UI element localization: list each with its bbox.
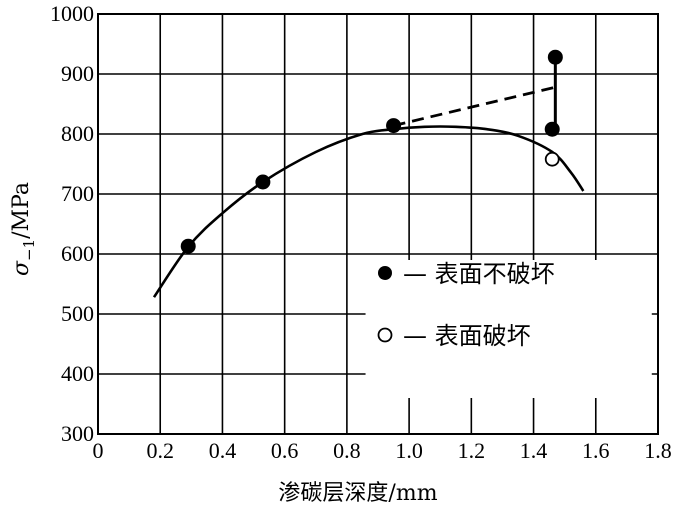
plot-frame: [97, 13, 659, 435]
y-tick-label: 900: [61, 61, 94, 86]
x-tick-label: 1.0: [395, 438, 423, 463]
y-axis-symbol: σ: [9, 260, 34, 276]
data-point-filled: [547, 49, 563, 65]
x-axis-ticks: 0 0.2 0.4 0.6 0.8 1.0 1.2 1.4 1.6 1.8: [93, 438, 672, 463]
y-tick-label: 700: [61, 181, 94, 206]
x-tick-label: 0.2: [146, 438, 174, 463]
legend-label-filled: — 表面不破坏: [403, 260, 555, 288]
legend-marker-filled: [378, 266, 392, 280]
dashed-extension-line: [393, 85, 556, 127]
y-tick-label: 500: [61, 301, 94, 326]
y-tick-label: 600: [61, 241, 94, 266]
x-axis-title: 渗碳层深度/mm: [278, 481, 437, 506]
legend-background: [365, 260, 652, 398]
data-points: [180, 49, 563, 254]
fitted-curve: [152, 125, 585, 298]
y-tick-label: 800: [61, 121, 94, 146]
data-point-open: [544, 151, 560, 167]
x-tick-label: 1.2: [458, 438, 486, 463]
y-axis-title: σ−1/MPa: [9, 182, 38, 276]
legend-label-open: — 表面破坏: [403, 322, 531, 350]
y-axis-ticks: 300 400 500 600 700 800 900 1000: [50, 1, 94, 446]
x-tick-label: 0: [93, 438, 104, 463]
y-tick-label: 1000: [50, 1, 94, 26]
x-tick-label: 0.6: [271, 438, 299, 463]
x-tick-label: 1.4: [520, 438, 548, 463]
x-tick-label: 0.8: [333, 438, 361, 463]
data-point-filled: [386, 118, 402, 134]
y-tick-label: 300: [61, 421, 94, 446]
legend-marker-open: [377, 327, 393, 343]
y-tick-label: 400: [61, 361, 94, 386]
data-point-filled: [255, 174, 271, 190]
x-tick-label: 1.6: [582, 438, 610, 463]
y-axis-unit: /MPa: [9, 182, 34, 239]
y-axis-subscript: −1: [20, 239, 38, 261]
x-tick-label: 0.4: [209, 438, 237, 463]
x-tick-label: 1.8: [644, 438, 672, 463]
legend: — 表面不破坏 — 表面破坏: [365, 260, 652, 398]
data-point-filled: [180, 238, 196, 254]
